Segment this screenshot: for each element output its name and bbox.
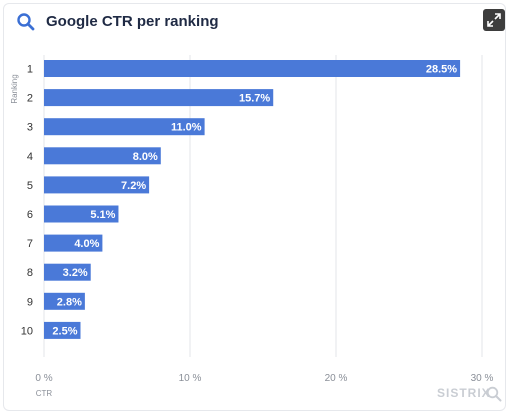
bar-rank-10[interactable] [44,321,81,339]
bar-value-label: 2.8% [57,296,82,308]
y-tick-label: 1 [27,64,33,76]
bar-rank-9[interactable] [44,292,85,310]
y-tick-label: 9 [27,296,33,308]
y-tick-label: 8 [27,267,33,279]
bar-value-label: 15.7% [239,93,270,105]
bar-rank-1[interactable] [44,60,461,77]
bar-rank-7[interactable] [44,234,103,252]
brand-logo: SISTRIX [437,386,491,400]
y-tick-label: 3 [27,122,33,134]
chart-header: Google CTR per ranking [4,4,505,40]
chart-title: Google CTR per ranking [46,13,219,30]
bar-rank-2[interactable] [44,89,274,107]
y-axis-label: Ranking [10,74,19,103]
bar-rank-8[interactable] [44,263,91,281]
expand-icon [487,13,501,27]
bar-value-label: 28.5% [426,64,457,76]
expand-button[interactable] [483,9,505,31]
y-tick-label: 7 [27,238,33,250]
x-tick-label: 30 % [471,373,494,384]
bar-rank-3[interactable] [44,118,205,136]
bar-rank-4[interactable] [44,147,161,165]
bar-value-label: 5.1% [90,209,115,221]
magnifier-icon [486,386,502,402]
bar-value-label: 3.2% [63,267,88,279]
search-icon[interactable] [16,12,36,32]
y-tick-label: 10 [21,325,33,337]
bar-layer [44,60,461,339]
bar-rank-5[interactable] [44,176,150,194]
bar-value-label: 4.0% [74,238,99,250]
bar-value-label: 2.5% [52,325,77,337]
x-tick-label: 20 % [325,373,348,384]
bar-value-label: 7.2% [121,180,146,192]
label-layer: 0 % 10 % 20 % 30 % 1 28.5% 2 15.7% 3 11.0% 4 8.0% 5 7… [21,64,494,385]
x-tick-label: 0 % [35,373,52,384]
bar-value-label: 8.0% [133,151,158,163]
bar-value-label: 11.0% [171,122,202,134]
y-tick-label: 2 [27,93,33,105]
y-tick-label: 5 [27,180,33,192]
x-tick-label: 10 % [179,373,202,384]
x-axis-label: CTR [36,389,53,398]
y-tick-label: 4 [27,151,33,163]
y-tick-label: 6 [27,209,33,221]
bar-rank-6[interactable] [44,205,119,223]
